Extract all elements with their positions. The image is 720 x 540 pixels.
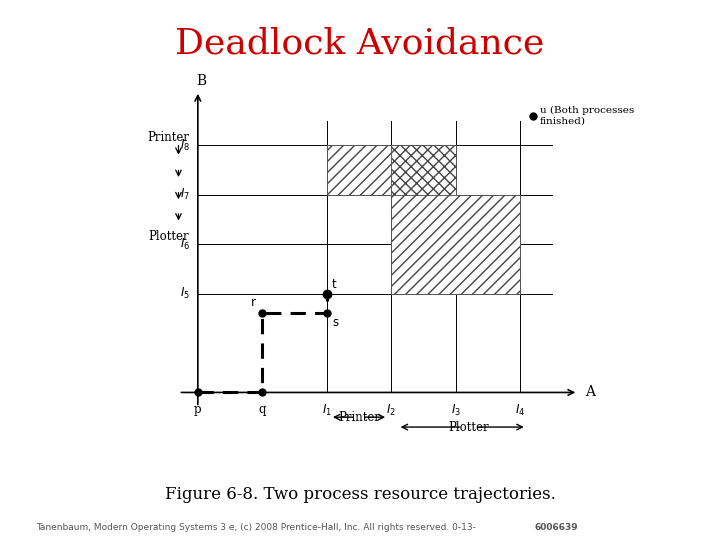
Text: Plotter: Plotter (148, 230, 189, 243)
Text: Figure 6-8. Two process resource trajectories.: Figure 6-8. Two process resource traject… (165, 485, 555, 503)
Text: $I_4$: $I_4$ (515, 403, 526, 418)
Bar (391, 195, 521, 294)
Bar (327, 145, 391, 195)
Text: $I_8$: $I_8$ (180, 138, 190, 153)
Text: s: s (332, 316, 338, 329)
Text: u (Both processes
finished): u (Both processes finished) (539, 106, 634, 125)
Text: q: q (258, 403, 266, 416)
Text: 6006639: 6006639 (534, 523, 578, 532)
Text: Printer: Printer (338, 410, 380, 424)
Text: $I_5$: $I_5$ (180, 286, 190, 301)
Text: $I_3$: $I_3$ (451, 403, 461, 418)
Text: r: r (251, 296, 256, 309)
Text: $I_7$: $I_7$ (180, 187, 190, 202)
Bar (391, 145, 456, 195)
Text: $I_1$: $I_1$ (322, 403, 332, 418)
Text: Deadlock Avoidance: Deadlock Avoidance (175, 27, 545, 61)
Text: A: A (585, 386, 595, 400)
Text: B: B (196, 75, 206, 89)
Text: p: p (194, 403, 202, 416)
Text: Plotter: Plotter (449, 421, 489, 434)
Text: $I_2$: $I_2$ (387, 403, 396, 418)
Text: Tanenbaum, Modern Operating Systems 3 e, (c) 2008 Prentice-Hall, Inc. All rights: Tanenbaum, Modern Operating Systems 3 e,… (36, 523, 476, 532)
Text: t: t (332, 278, 337, 291)
Text: Printer: Printer (148, 131, 190, 144)
Text: $I_6$: $I_6$ (180, 237, 190, 252)
